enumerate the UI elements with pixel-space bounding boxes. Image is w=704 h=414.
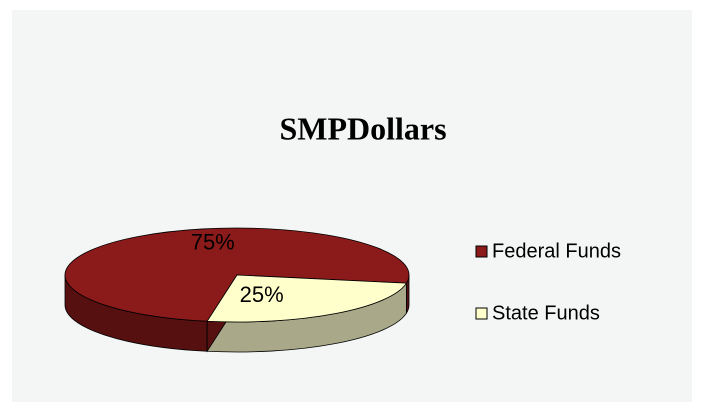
legend-swatch <box>475 307 488 320</box>
legend-swatch <box>475 245 488 258</box>
legend-label: Federal Funds <box>492 240 621 262</box>
slice <box>206 274 408 323</box>
chart-background <box>12 10 692 402</box>
legend-label: State Funds <box>492 302 600 324</box>
data-label: 75% <box>191 230 235 255</box>
chart-title: SMPDollars <box>279 110 446 146</box>
data-label: 25% <box>240 282 284 307</box>
